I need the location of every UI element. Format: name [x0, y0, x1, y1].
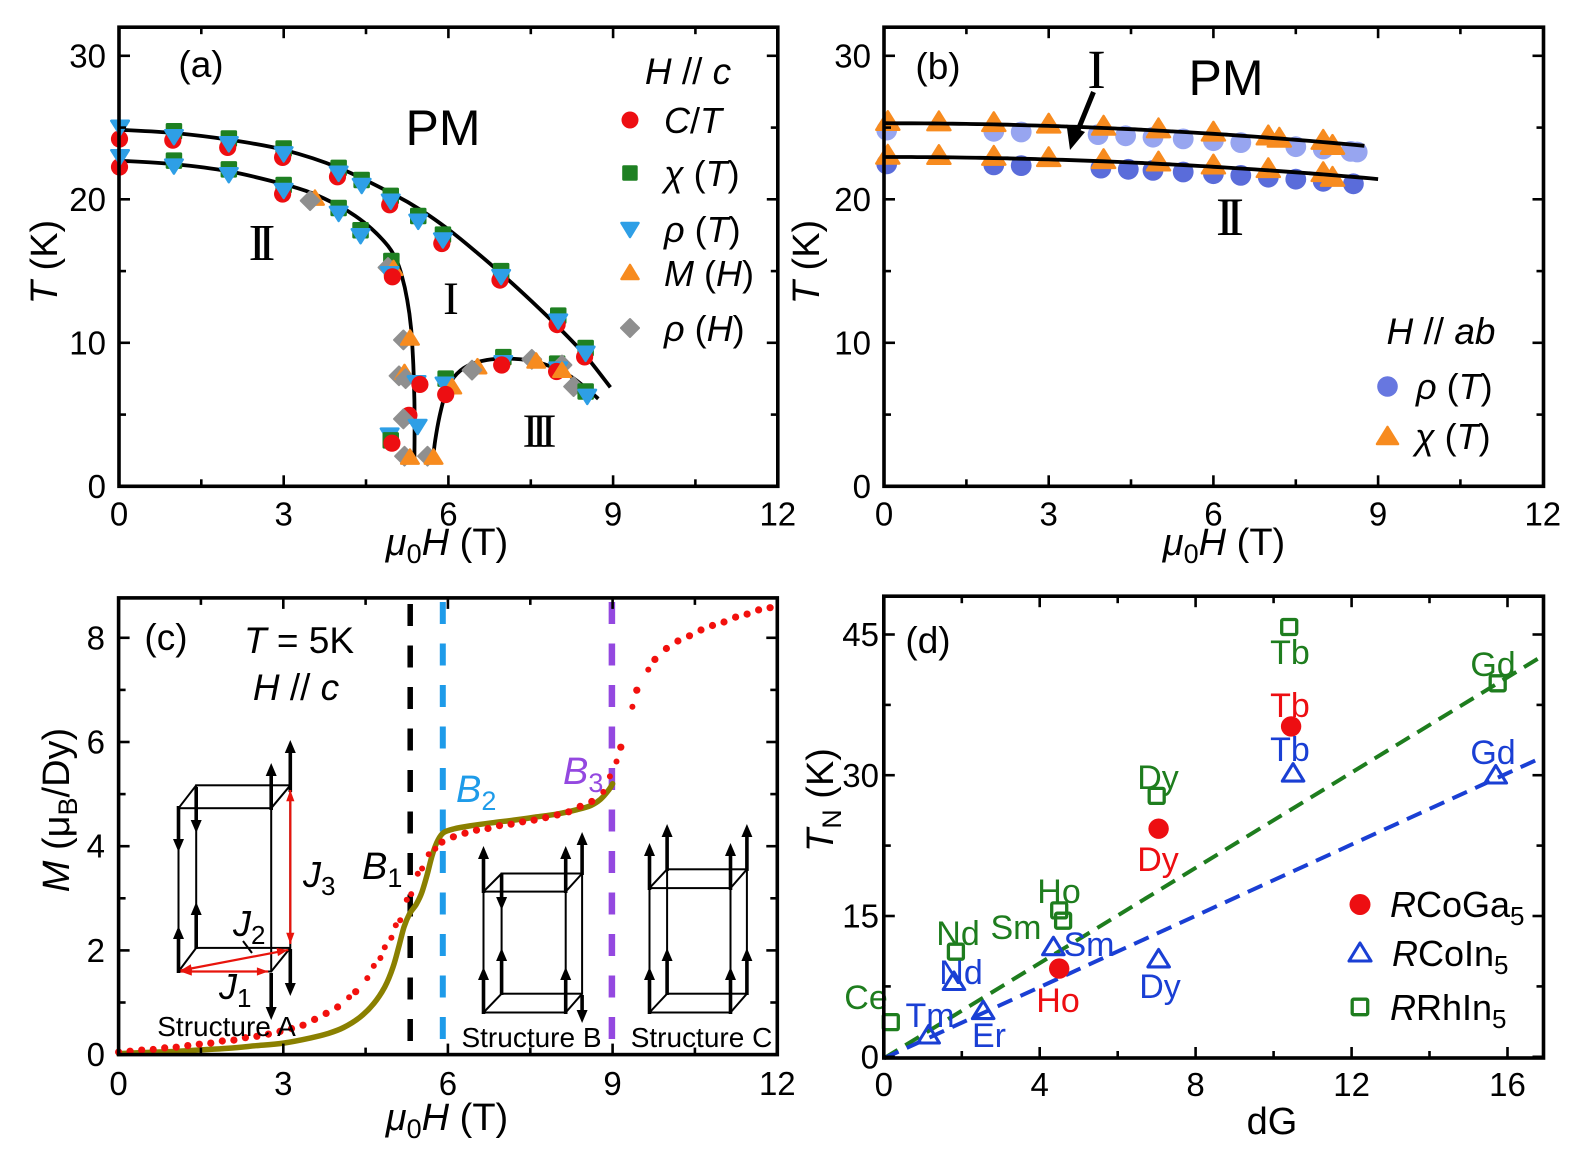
svg-text:ρ (T): ρ (T)	[663, 209, 741, 250]
svg-text:Dy: Dy	[1139, 968, 1181, 1006]
svg-text:H // ab: H // ab	[1386, 311, 1495, 352]
svg-text:Sm: Sm	[991, 909, 1042, 947]
svg-text:Tb: Tb	[1270, 634, 1310, 672]
svg-text:μ0H (T): μ0H (T)	[385, 522, 508, 569]
svg-text:12: 12	[759, 496, 796, 533]
svg-text:ρ (H): ρ (H)	[663, 308, 745, 349]
svg-text:PM: PM	[1189, 50, 1264, 106]
svg-text:0: 0	[88, 468, 106, 505]
svg-text:(d): (d)	[905, 620, 950, 661]
svg-text:8: 8	[1186, 1066, 1204, 1103]
svg-text:ρ (T): ρ (T)	[1415, 366, 1493, 407]
svg-text:Ce: Ce	[844, 979, 887, 1017]
svg-text:RCoIn5: RCoIn5	[1392, 933, 1509, 980]
svg-text:0: 0	[861, 1038, 879, 1075]
svg-text:μ0H (T): μ0H (T)	[1162, 522, 1285, 569]
svg-text:TN (K): TN (K)	[800, 748, 847, 852]
svg-text:30: 30	[69, 37, 106, 74]
svg-text:20: 20	[69, 181, 106, 218]
svg-text:Tm: Tm	[905, 997, 954, 1035]
svg-text:4: 4	[1031, 1066, 1049, 1103]
svg-text:(b): (b)	[915, 46, 960, 87]
svg-text:12: 12	[1333, 1066, 1370, 1103]
svg-text:9: 9	[603, 1065, 621, 1102]
svg-text:dG: dG	[1247, 1101, 1298, 1143]
svg-text:6: 6	[87, 724, 105, 761]
svg-text:Structure A: Structure A	[157, 1011, 296, 1042]
svg-text:30: 30	[834, 37, 871, 74]
svg-text:H // c: H // c	[253, 667, 340, 708]
svg-text:RCoGa5: RCoGa5	[1390, 884, 1525, 931]
svg-text:20: 20	[834, 181, 871, 218]
svg-text:3: 3	[275, 496, 293, 533]
svg-text:Dy: Dy	[1137, 841, 1179, 879]
svg-text:0: 0	[110, 496, 128, 533]
svg-text:T = 5K: T = 5K	[244, 620, 354, 661]
svg-text:Structure C: Structure C	[631, 1022, 773, 1053]
svg-text:T (K): T (K)	[786, 220, 828, 304]
svg-text:Er: Er	[972, 1017, 1006, 1055]
svg-text:3: 3	[274, 1065, 292, 1102]
svg-text:J3: J3	[302, 854, 335, 901]
svg-text:Ho: Ho	[1037, 873, 1080, 911]
svg-text:I: I	[443, 273, 459, 325]
svg-text:45: 45	[842, 616, 879, 653]
svg-text:Tb: Tb	[1270, 687, 1310, 725]
svg-text:Sm: Sm	[1064, 926, 1115, 964]
svg-text:30: 30	[842, 757, 879, 794]
svg-text:PM: PM	[406, 100, 481, 156]
svg-text:6: 6	[1204, 496, 1222, 533]
svg-text:(a): (a)	[178, 44, 223, 85]
svg-text:12: 12	[759, 1065, 796, 1102]
svg-text:10: 10	[69, 324, 106, 361]
svg-text:8: 8	[87, 619, 105, 656]
svg-text:4: 4	[87, 828, 105, 865]
svg-text:I: I	[1087, 39, 1105, 100]
svg-text:Ho: Ho	[1036, 982, 1079, 1020]
svg-text:T (K): T (K)	[24, 220, 66, 304]
svg-text:H // c: H // c	[645, 51, 732, 92]
svg-text:0: 0	[875, 1066, 893, 1103]
svg-text:0: 0	[875, 496, 893, 533]
svg-text:M (H): M (H)	[664, 253, 754, 294]
svg-text:0: 0	[109, 1065, 127, 1102]
svg-text:Gd: Gd	[1470, 646, 1515, 684]
svg-text:9: 9	[1369, 496, 1387, 533]
svg-text:C/T: C/T	[664, 100, 725, 141]
svg-text:Nd: Nd	[939, 954, 982, 992]
svg-text:6: 6	[439, 496, 457, 533]
svg-text:9: 9	[604, 496, 622, 533]
svg-text:χ (T): χ (T)	[661, 153, 740, 194]
svg-text:2: 2	[87, 932, 105, 969]
svg-text:Gd: Gd	[1470, 734, 1515, 772]
svg-text:12: 12	[1524, 496, 1561, 533]
svg-text:0: 0	[853, 468, 871, 505]
svg-text:Tb: Tb	[1270, 731, 1310, 769]
svg-text:μ0H (T): μ0H (T)	[385, 1097, 508, 1144]
svg-text:B3: B3	[563, 751, 603, 798]
svg-text:3: 3	[1040, 496, 1058, 533]
svg-text:0: 0	[87, 1036, 105, 1073]
svg-text:Nd: Nd	[936, 915, 979, 953]
svg-text:Dy: Dy	[1137, 759, 1179, 797]
svg-text:6: 6	[439, 1065, 457, 1102]
svg-text:10: 10	[834, 324, 871, 361]
svg-text:16: 16	[1489, 1066, 1526, 1103]
svg-text:15: 15	[842, 898, 879, 935]
svg-text:RRhIn5: RRhIn5	[1390, 987, 1507, 1034]
svg-text:(c): (c)	[144, 617, 187, 658]
svg-text:χ (T): χ (T)	[1412, 416, 1491, 457]
